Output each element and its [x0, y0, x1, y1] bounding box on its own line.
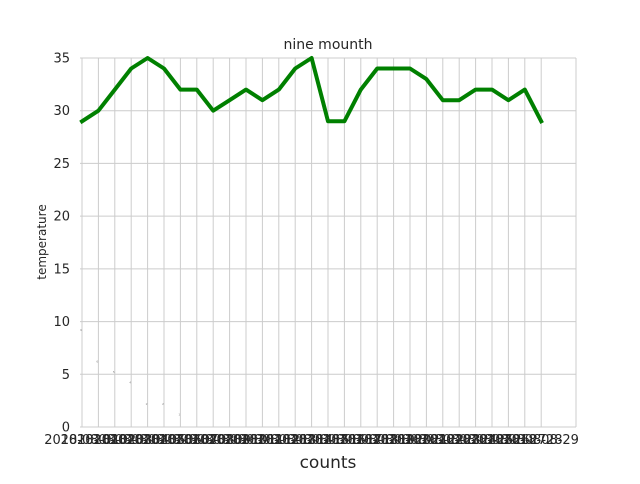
y-tick-label: 15	[53, 262, 70, 277]
annotation-label: 9	[80, 328, 82, 332]
annotation-label: 4	[129, 381, 131, 385]
y-tick-label: 35	[53, 52, 70, 67]
y-tick-label: 30	[53, 104, 70, 119]
annotation-label: 1	[178, 412, 180, 416]
y-tick-label: 10	[53, 315, 70, 330]
y-tick-label: 25	[53, 157, 70, 172]
x-tick-label: 2018-08-29	[503, 433, 579, 448]
x-axis-label: counts	[300, 453, 357, 473]
annotation-label: 5	[113, 370, 115, 374]
y-tick-label: 5	[62, 368, 70, 383]
annotation-label: 6	[96, 360, 98, 364]
y-axis-label: temperature	[35, 204, 49, 279]
chart-title: nine mounth	[283, 37, 372, 53]
annotation-label: 2	[146, 402, 148, 406]
y-tick-label: 20	[53, 210, 70, 225]
annotation-label: 2	[162, 402, 164, 406]
x-tick-labels: 2018-08-012018-08-022018-08-032018-08-04…	[44, 433, 579, 448]
